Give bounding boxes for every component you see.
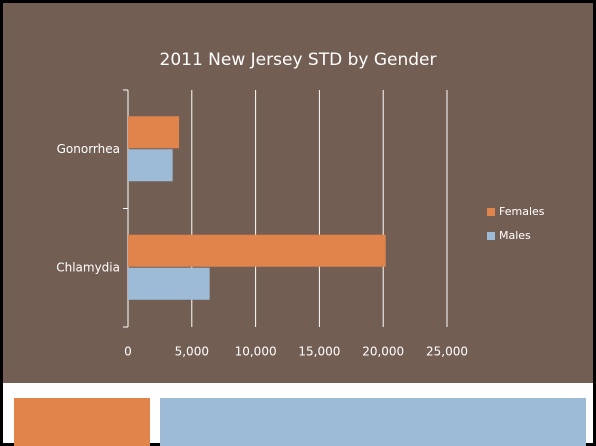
x-tick-label: 10,000 <box>235 345 277 359</box>
bar <box>128 149 173 182</box>
x-tick-label: 20,000 <box>362 345 404 359</box>
footer-block-blue <box>160 398 586 446</box>
y-tick-label: Chlamydia <box>56 260 120 274</box>
y-tick-label: Gonorrhea <box>57 142 120 156</box>
footer-block-orange <box>14 398 150 446</box>
bar <box>128 267 210 300</box>
chart-title: 2011 New Jersey STD by Gender <box>160 50 437 70</box>
bar <box>128 234 386 267</box>
x-tick-label: 25,000 <box>426 345 468 359</box>
x-tick-label: 15,000 <box>298 345 340 359</box>
legend-label: Males <box>499 229 531 242</box>
content-panel <box>3 3 593 383</box>
legend-swatch <box>487 208 495 216</box>
x-tick-label: 0 <box>124 345 132 359</box>
legend-label: Females <box>499 205 545 218</box>
legend-swatch <box>487 232 495 240</box>
x-tick-label: 5,000 <box>175 345 209 359</box>
bar <box>128 116 180 149</box>
